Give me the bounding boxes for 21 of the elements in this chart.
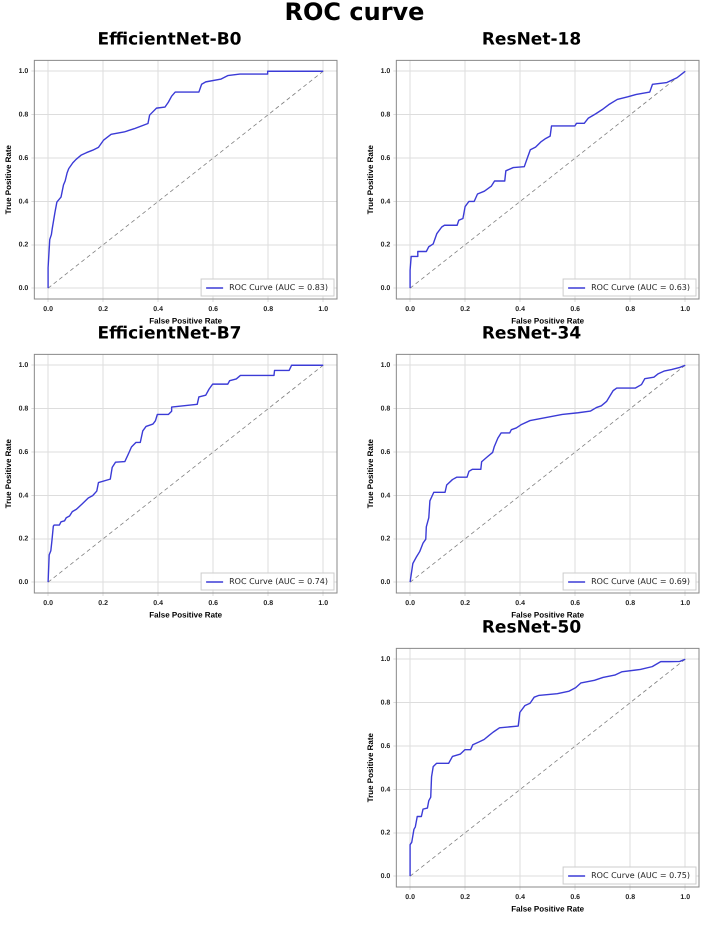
legend-label: ROC Curve (AUC = 0.75): [591, 871, 690, 880]
y-axis-title: True Positive Rate: [4, 144, 14, 214]
x-axis-title: False Positive Rate: [511, 904, 585, 914]
x-axis-title: False Positive Rate: [149, 610, 223, 620]
text: ROC curve: [284, 0, 426, 26]
legend-label: ROC Curve (AUC = 0.63): [591, 283, 690, 292]
x-axis-title: False Positive Rate: [511, 610, 585, 620]
chart-title: ResNet-18: [482, 30, 582, 50]
chart-title: EfficientNet-B7: [98, 324, 242, 344]
chart-title: EfficientNet-B0: [98, 30, 242, 50]
legend-label: ROC Curve (AUC = 0.83): [229, 283, 328, 292]
chart-title: ResNet-50: [482, 618, 582, 638]
y-axis-title: True Positive Rate: [366, 438, 376, 508]
x-axis-title: False Positive Rate: [511, 316, 585, 326]
y-axis-title: True Positive Rate: [366, 144, 376, 214]
y-axis-title: True Positive Rate: [366, 732, 376, 802]
x-axis-title: False Positive Rate: [149, 316, 223, 326]
chart-title: ResNet-34: [482, 324, 582, 344]
legend-label: ROC Curve (AUC = 0.74): [229, 577, 328, 586]
legend-label: ROC Curve (AUC = 0.69): [591, 577, 690, 586]
y-axis-title: True Positive Rate: [4, 438, 14, 508]
